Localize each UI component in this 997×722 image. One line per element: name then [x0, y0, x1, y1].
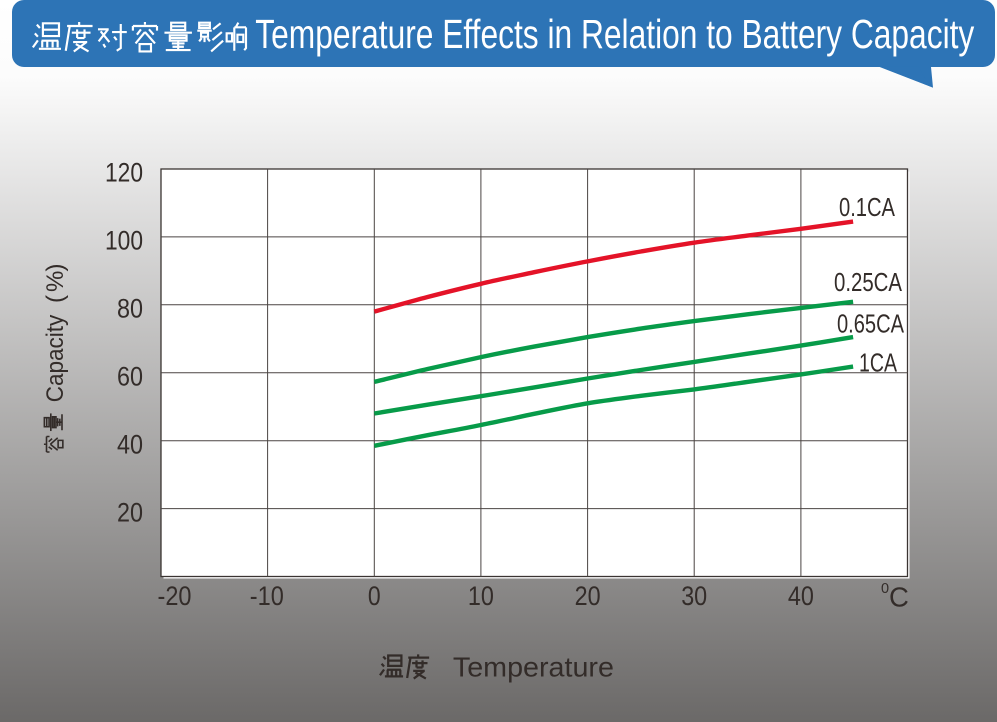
svg-text:80: 80 — [117, 294, 143, 324]
svg-text:120: 120 — [105, 158, 143, 188]
svg-text:20: 20 — [117, 498, 143, 528]
svg-text:100: 100 — [105, 226, 143, 256]
svg-text:Capacity: Capacity — [42, 315, 69, 403]
svg-text:40: 40 — [117, 430, 143, 460]
svg-text:1CA: 1CA — [859, 350, 897, 378]
svg-text:0: 0 — [368, 581, 381, 611]
svg-text:0.25CA: 0.25CA — [834, 269, 902, 297]
svg-text:40: 40 — [788, 581, 814, 611]
svg-text:0.65CA: 0.65CA — [837, 311, 904, 339]
svg-text:Temperature Effects in Relatio: Temperature Effects in Relation to Batte… — [255, 11, 974, 57]
svg-text:30: 30 — [681, 581, 707, 611]
svg-text:60: 60 — [117, 362, 143, 392]
svg-text:-10: -10 — [250, 581, 284, 611]
svg-text:(%): (%) — [42, 264, 69, 304]
svg-text:Temperature: Temperature — [453, 652, 614, 683]
svg-text:C: C — [889, 582, 909, 613]
svg-text:10: 10 — [468, 581, 494, 611]
svg-text:20: 20 — [575, 581, 601, 611]
svg-text:0: 0 — [881, 581, 889, 597]
svg-text:-20: -20 — [158, 581, 192, 611]
svg-text:0.1CA: 0.1CA — [839, 194, 895, 222]
